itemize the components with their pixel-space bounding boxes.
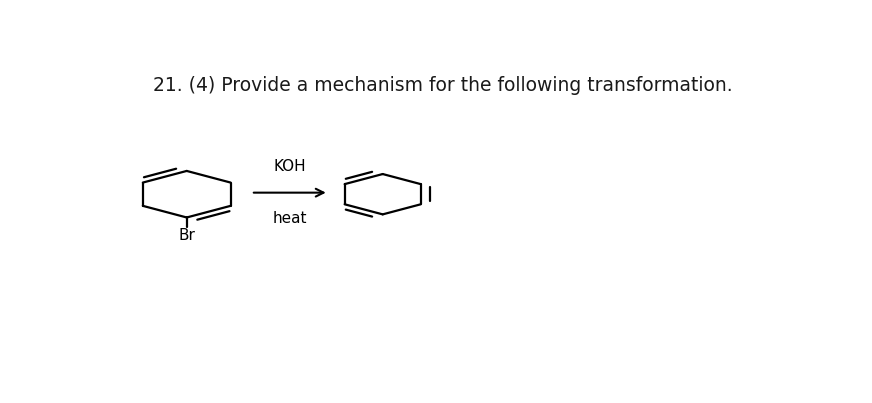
Text: 21. (4) Provide a mechanism for the following transformation.: 21. (4) Provide a mechanism for the foll…	[153, 76, 732, 95]
Text: Br: Br	[178, 229, 195, 243]
Text: heat: heat	[273, 211, 307, 226]
Text: KOH: KOH	[274, 159, 306, 174]
